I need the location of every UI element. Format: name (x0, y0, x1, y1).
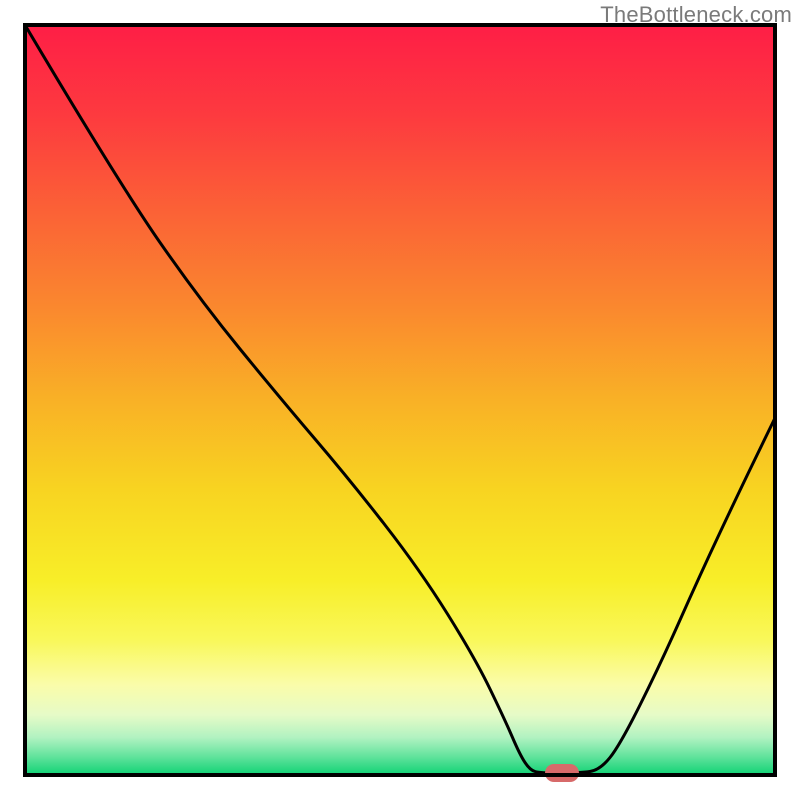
bottleneck-chart (0, 0, 800, 800)
chart-background (25, 25, 775, 775)
watermark-text: TheBottleneck.com (600, 2, 792, 28)
